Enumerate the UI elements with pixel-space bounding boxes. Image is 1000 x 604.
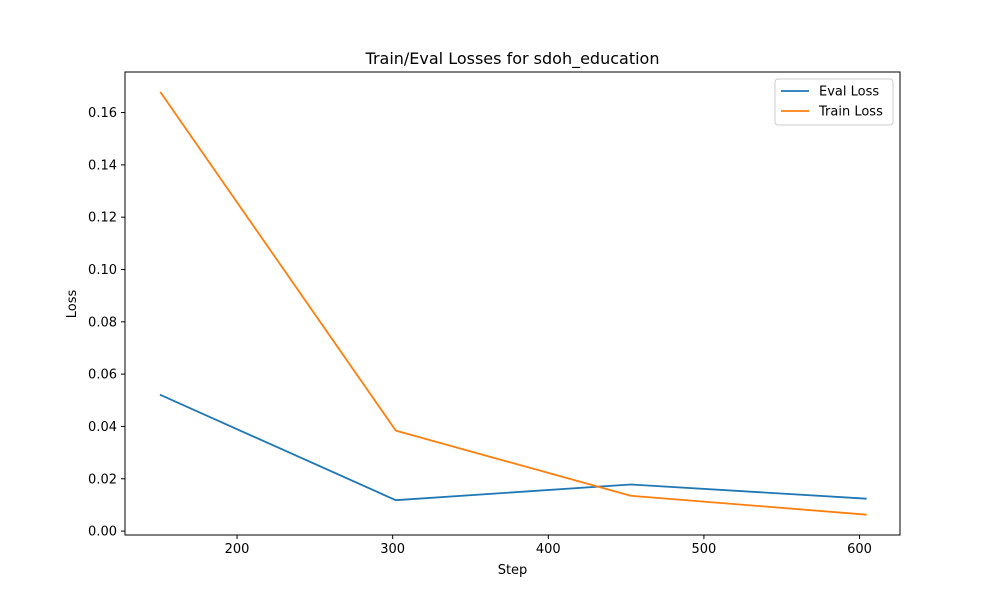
x-tick-label: 300 — [380, 542, 405, 557]
x-tick-label: 200 — [225, 542, 250, 557]
axis-ticks: 200 300 400 500 600 0.00 0.02 0.04 0.06 0.08 0.10 0… — [88, 106, 872, 557]
y-tick-label: 0.04 — [88, 420, 117, 435]
chart-title: Train/Eval Losses for sdoh_education — [365, 49, 660, 69]
x-axis-label: Step — [498, 563, 528, 578]
y-tick-label: 0.00 — [88, 525, 117, 540]
y-tick-label: 0.02 — [88, 472, 117, 487]
y-tick-label: 0.14 — [88, 158, 117, 173]
y-tick-label: 0.06 — [88, 368, 117, 383]
series-line-eval-loss — [159, 393, 867, 502]
y-tick-label: 0.16 — [88, 106, 117, 121]
plot-frame — [124, 71, 901, 536]
legend-label-eval-loss: Eval Loss — [819, 85, 879, 100]
legend: Eval Loss Train Loss — [774, 78, 894, 126]
x-tick-label: 500 — [692, 542, 717, 557]
y-axis-label: Loss — [65, 290, 80, 319]
legend-label-train-loss: Train Loss — [818, 105, 883, 120]
series-line-train-loss — [159, 91, 867, 516]
x-tick-label: 400 — [536, 542, 561, 557]
x-tick-label: 600 — [847, 542, 872, 557]
y-tick-label: 0.12 — [88, 211, 117, 226]
y-tick-label: 0.08 — [88, 315, 117, 330]
y-tick-label: 0.10 — [88, 263, 117, 278]
plot-area — [159, 91, 867, 516]
